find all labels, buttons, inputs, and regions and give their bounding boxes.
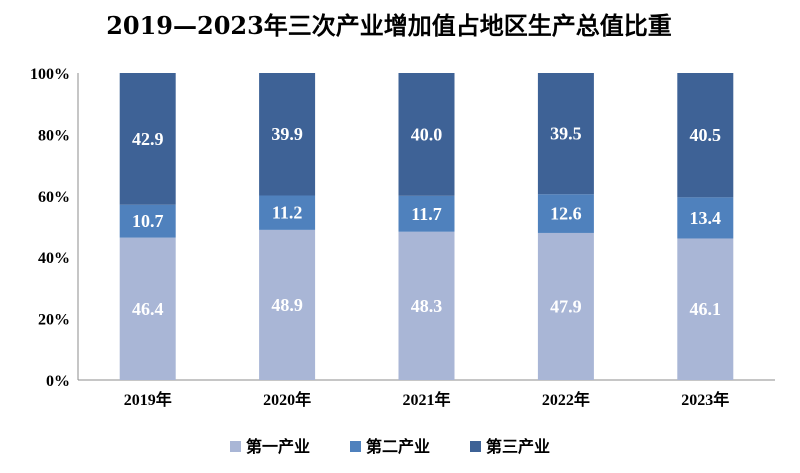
- legend-swatch: [350, 441, 361, 452]
- bar-segment: [119, 73, 176, 205]
- chart-title: 2019—2023年三次产业增加值占地区生产总值比重: [106, 11, 672, 40]
- data-label: 42.9: [132, 129, 164, 149]
- data-label: 46.4: [132, 299, 164, 319]
- bar-segment: [259, 195, 316, 230]
- y-tick-label: 0%: [46, 373, 70, 390]
- data-label: 12.6: [550, 204, 582, 224]
- y-tick-label: 40%: [38, 250, 70, 267]
- x-category-label: 2020年: [263, 390, 311, 409]
- y-tick-label: 100%: [30, 66, 70, 83]
- bar-segment: [537, 73, 594, 195]
- data-label: 40.0: [411, 124, 443, 144]
- bar-segment: [119, 237, 176, 380]
- bar-segment: [259, 229, 316, 380]
- data-label: 48.9: [271, 295, 303, 315]
- bar-segment: [259, 73, 316, 196]
- x-category-label: 2022年: [542, 390, 590, 409]
- bar-segment: [537, 194, 594, 233]
- legend: 第一产业 第二产业 第三产业: [230, 437, 550, 456]
- legend-swatch: [470, 441, 481, 452]
- data-label: 39.5: [550, 124, 582, 144]
- legend-label: 第三产业: [486, 437, 550, 456]
- bar-segment: [537, 232, 594, 380]
- y-tick-label: 20%: [38, 312, 70, 329]
- bar-segment: [677, 197, 734, 239]
- plot-area: 0% 20% 40% 60% 80% 100% 46.4 10.7 42.9 2019年 48.9 1…: [30, 66, 775, 409]
- legend-label: 第二产业: [366, 437, 430, 456]
- data-label: 40.5: [690, 125, 722, 145]
- bar-segment: [398, 195, 455, 232]
- bar-segment: [677, 238, 734, 380]
- y-tick-label: 60%: [38, 189, 70, 206]
- y-tick-label: 80%: [38, 127, 70, 144]
- bar-segment: [677, 73, 734, 198]
- x-category-label: 2021年: [402, 390, 450, 409]
- bar-segment: [398, 231, 455, 380]
- data-label: 11.2: [272, 203, 303, 223]
- data-label: 39.9: [271, 124, 303, 144]
- data-label: 46.1: [690, 299, 722, 319]
- data-label: 47.9: [550, 296, 582, 316]
- data-label: 10.7: [132, 211, 164, 231]
- data-label: 48.3: [411, 296, 443, 316]
- data-label: 13.4: [690, 208, 722, 228]
- bar-segment: [398, 73, 455, 196]
- data-label: 11.7: [411, 204, 442, 224]
- legend-swatch: [230, 441, 241, 452]
- x-category-label: 2023年: [681, 390, 729, 409]
- bar-segment: [119, 204, 176, 238]
- x-category-label: 2019年: [124, 390, 172, 409]
- legend-label: 第一产业: [246, 437, 310, 456]
